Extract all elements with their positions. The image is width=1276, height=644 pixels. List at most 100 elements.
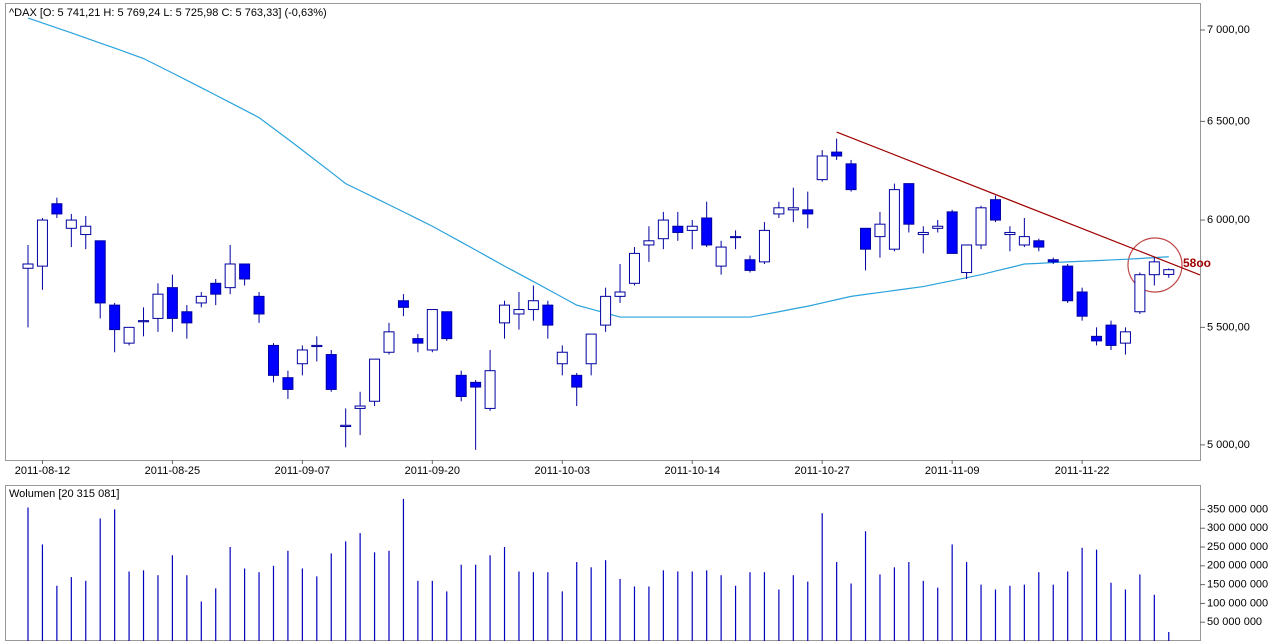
y-tick-label: 5 500,00 xyxy=(1207,321,1250,333)
y-tick-label: 6 000,00 xyxy=(1207,214,1250,226)
candle-body xyxy=(1076,291,1088,317)
candle-body xyxy=(311,344,323,348)
candle-body xyxy=(628,252,640,284)
candle-body xyxy=(94,240,106,304)
annotation: 58oo xyxy=(1183,256,1211,270)
candle-body xyxy=(600,295,612,326)
candle-body xyxy=(614,291,626,297)
candle-body xyxy=(888,189,900,250)
candle-body xyxy=(383,331,395,353)
candle-body xyxy=(484,370,496,409)
candle-body xyxy=(1047,259,1059,263)
candle-body xyxy=(845,163,857,191)
candle-body xyxy=(470,381,482,388)
x-tick-label: 2011-11-09 xyxy=(925,465,980,477)
candle-body xyxy=(51,203,63,215)
candle-body xyxy=(1018,236,1030,246)
candle-body xyxy=(571,374,583,388)
price-title: ^DAX [O: 5 741,21 H: 5 769,24 L: 5 725,9… xyxy=(9,7,327,19)
y-tick-label: 100 000 000 xyxy=(1207,597,1268,609)
x-tick-label: 2011-10-14 xyxy=(665,465,720,477)
candle-body xyxy=(932,225,944,229)
y-tick-label: 250 000 000 xyxy=(1207,541,1268,553)
candle-body xyxy=(730,236,742,239)
candle-body xyxy=(210,282,222,295)
candle-body xyxy=(657,219,669,240)
candle-body xyxy=(701,217,713,246)
candle-body xyxy=(369,358,381,402)
candle-body xyxy=(181,311,193,324)
candle-body xyxy=(224,263,236,289)
candle-body xyxy=(36,219,48,267)
candle-body xyxy=(686,225,698,231)
candle-body xyxy=(961,244,973,274)
candle-body xyxy=(166,287,178,319)
candle-body xyxy=(22,263,34,269)
y-tick-label: 150 000 000 xyxy=(1207,579,1268,591)
candle-body xyxy=(1004,231,1016,236)
candle-body xyxy=(441,311,453,340)
candle-body xyxy=(903,183,915,225)
candle-body xyxy=(1105,324,1117,346)
candle-body xyxy=(874,223,886,238)
candle-body xyxy=(715,246,727,267)
y-tick-label: 6 500,00 xyxy=(1207,115,1250,127)
x-tick-label: 2011-09-07 xyxy=(275,465,330,477)
candle-body xyxy=(499,304,511,324)
candle-body xyxy=(585,333,597,365)
candle-body xyxy=(1134,274,1146,313)
highlight-circle xyxy=(1127,237,1183,293)
candle-body xyxy=(109,304,121,331)
x-tick-label: 2011-09-20 xyxy=(405,465,460,477)
candle-body xyxy=(354,405,366,409)
candle-body xyxy=(831,151,843,157)
candle-body xyxy=(773,207,785,215)
candle-body xyxy=(802,209,814,215)
x-tick-label: 2011-10-27 xyxy=(794,465,849,477)
candle-body xyxy=(253,295,265,315)
y-tick-label: 200 000 000 xyxy=(1207,560,1268,572)
candle-body xyxy=(1091,335,1103,342)
candle-body xyxy=(296,349,308,365)
candle-body xyxy=(816,155,828,181)
volume-title: Wolumen [20 315 081] xyxy=(9,488,119,500)
candle-body xyxy=(123,326,135,344)
candle-body xyxy=(946,211,958,254)
volume-panel xyxy=(5,485,1201,641)
candle-body xyxy=(787,207,799,211)
x-tick-label: 2011-10-03 xyxy=(535,465,590,477)
candle-body xyxy=(975,207,987,246)
candle-body xyxy=(758,229,770,263)
x-tick-label: 2011-08-25 xyxy=(145,465,200,477)
candle-body xyxy=(239,263,251,280)
y-tick-label: 7 000,00 xyxy=(1207,24,1250,36)
candle-body xyxy=(989,199,1001,221)
candle-body xyxy=(917,231,929,236)
candle-body xyxy=(1119,331,1131,344)
x-tick-label: 2011-08-12 xyxy=(15,465,70,477)
candle-body xyxy=(267,344,279,376)
candle-body xyxy=(1163,269,1175,275)
candle-body xyxy=(744,259,756,271)
y-tick-label: 5 000,00 xyxy=(1207,439,1250,451)
candle-body xyxy=(556,351,568,365)
candle-body xyxy=(455,374,467,398)
candle-body xyxy=(672,225,684,233)
candle-body xyxy=(397,300,409,308)
candle-body xyxy=(1062,265,1074,302)
candle-body xyxy=(860,227,872,250)
candle-body xyxy=(65,219,77,229)
candle-body xyxy=(195,295,207,304)
candle-body xyxy=(643,240,655,246)
candle-body xyxy=(1033,240,1045,248)
candle-body xyxy=(340,424,352,428)
candle-body xyxy=(1148,261,1160,276)
y-tick-label: 300 000 000 xyxy=(1207,522,1268,534)
candle-body xyxy=(138,320,150,323)
candle-body xyxy=(513,309,525,315)
y-tick-label: 50 000 000 xyxy=(1207,616,1262,628)
candle-body xyxy=(426,309,438,351)
x-tick-label: 2011-11-22 xyxy=(1055,465,1110,477)
candle-body xyxy=(152,293,164,319)
